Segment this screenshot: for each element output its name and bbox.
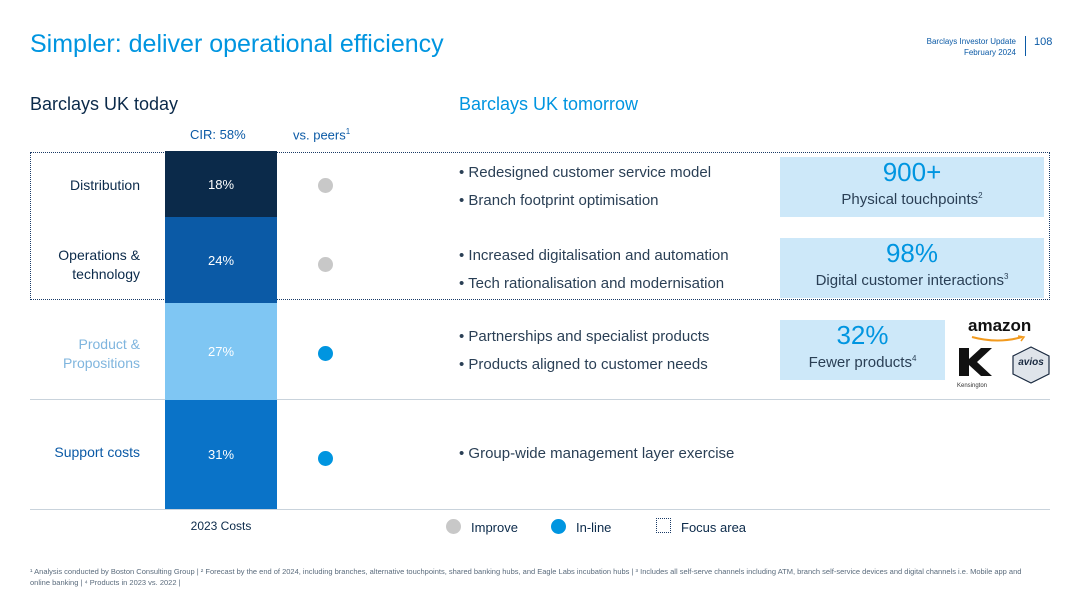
- tomorrow-heading: Barclays UK tomorrow: [459, 94, 639, 114]
- kpi-digital: 98% Digital customer interactions3: [780, 238, 1044, 298]
- cost-bar-operations: 24%: [165, 217, 277, 303]
- page-number: 108: [1034, 36, 1053, 48]
- kpi-label: Fewer products4: [808, 354, 917, 371]
- legend-focus-label: Focus area: [681, 520, 747, 535]
- kpi-label: Digital customer interactions3: [815, 272, 1009, 289]
- legend-inline-label: In-line: [576, 520, 612, 535]
- kpi-touchpoints: 900+ Physical touchpoints2: [780, 157, 1044, 217]
- inline-status-dot: [318, 451, 333, 466]
- page-title: Simpler: deliver operational efficiency: [30, 30, 444, 58]
- row-label-operations: Operations & technology: [58, 247, 140, 282]
- amazon-smile-icon: [971, 335, 1026, 342]
- peers-label: vs. peers1: [293, 127, 351, 143]
- legend-inline-swatch: [551, 519, 566, 534]
- legend-improve-label: Improve: [471, 520, 518, 535]
- kpi-value: 900+: [882, 157, 942, 187]
- row-label-support: Support costs: [54, 444, 140, 460]
- costs-axis-label: 2023 Costs: [190, 519, 252, 533]
- today-heading: Barclays UK today: [30, 94, 179, 114]
- document-date: February 2024: [963, 48, 1016, 57]
- avios-logo: avios: [1010, 346, 1052, 389]
- legend-improve-swatch: [446, 519, 461, 534]
- bullet-item: • Partnerships and specialist products: [459, 328, 710, 345]
- row-label-distribution: Distribution: [69, 177, 140, 193]
- header-divider: [1025, 36, 1026, 56]
- kpi-value: 98%: [885, 238, 939, 268]
- row-label-product: Product & Propositions: [62, 336, 140, 371]
- kpi-value: 32%: [836, 320, 889, 350]
- cost-bar-distribution: 18%: [165, 151, 277, 217]
- kensington-logo: Kensington: [957, 346, 997, 390]
- cir-label: CIR: 58%: [190, 127, 246, 142]
- improve-status-dot: [318, 178, 333, 193]
- bullet-item: • Tech rationalisation and modernisation: [459, 275, 725, 292]
- improve-status-dot: [318, 257, 333, 272]
- amazon-logo: amazon: [968, 316, 1031, 342]
- document-info: Barclays Investor Update February 2024: [927, 36, 1016, 58]
- bullet-item: • Group-wide management layer exercise: [459, 445, 735, 462]
- cost-bar-product: 27%: [165, 303, 277, 400]
- row-divider: [30, 509, 1050, 510]
- bullet-item: • Products aligned to customer needs: [459, 356, 708, 373]
- cost-bar-support: 31%: [165, 400, 277, 509]
- avios-badge-icon: [1012, 346, 1050, 384]
- footnote: ¹ Analysis conducted by Boston Consultin…: [30, 567, 1022, 587]
- row-divider: [30, 399, 1050, 400]
- document-name: Barclays Investor Update: [926, 37, 1016, 46]
- bullet-item: • Branch footprint optimisation: [459, 192, 659, 209]
- kpi-products: 32% Fewer products4: [780, 320, 945, 380]
- kensington-k-icon: [959, 348, 992, 376]
- inline-status-dot: [318, 346, 333, 361]
- focus-area-box: [30, 152, 1050, 300]
- bullet-item: • Increased digitalisation and automatio…: [459, 247, 729, 264]
- bullet-item: • Redesigned customer service model: [459, 164, 712, 181]
- legend-focus-swatch: [656, 518, 671, 533]
- kpi-label: Physical touchpoints2: [841, 191, 983, 208]
